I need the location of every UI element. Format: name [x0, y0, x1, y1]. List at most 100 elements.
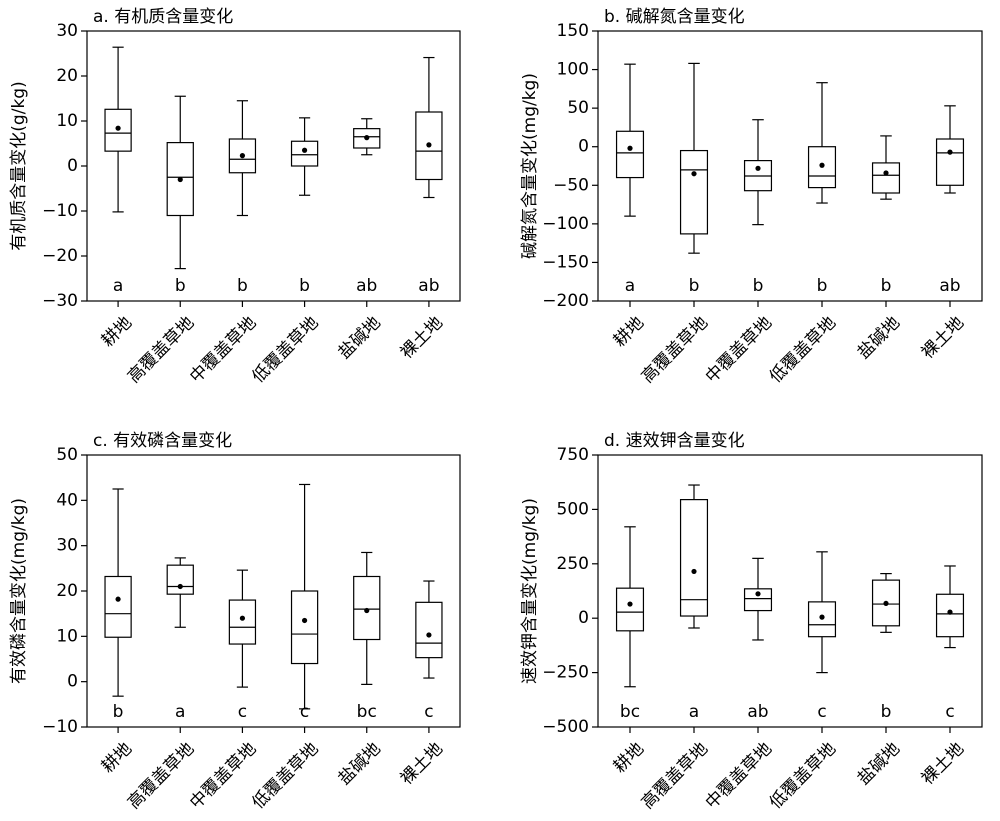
- box-2: b: [743, 119, 773, 296]
- mean-point: [627, 145, 633, 151]
- y-tick-label: −50: [553, 175, 589, 195]
- box-2: c: [228, 569, 257, 722]
- panel-title: c. 有效磷含量变化: [93, 431, 232, 451]
- y-axis-label: 有机质含量变化(g/kg): [9, 81, 29, 250]
- iqr-box: [871, 162, 901, 194]
- y-tick-label: 0: [67, 672, 78, 692]
- y-tick-label: 750: [557, 445, 589, 465]
- x-tick-label: 裸土地: [397, 739, 447, 789]
- y-tick-label: 40: [56, 490, 78, 510]
- box-0: b: [104, 488, 132, 722]
- x-tick-label: 低覆盖草地: [248, 313, 322, 387]
- x-tick-label: 低覆盖草地: [766, 313, 840, 387]
- y-axis-label: 速效钾含量变化(mg/kg): [520, 498, 540, 684]
- mean-point: [883, 170, 889, 176]
- box-2: b: [228, 100, 257, 296]
- iqr-box: [615, 587, 645, 632]
- y-tick-label: 250: [557, 554, 589, 574]
- y-tick-label: 10: [56, 626, 78, 646]
- iqr-box: [935, 593, 965, 638]
- plot-frame: [597, 454, 983, 728]
- box-0: bc: [615, 526, 645, 722]
- plot-frame: [597, 30, 983, 302]
- significance-letter: bc: [620, 702, 640, 722]
- iqr-box: [290, 140, 319, 167]
- y-tick-label: −30: [42, 291, 78, 311]
- x-tick-label: 盐碱地: [854, 739, 904, 789]
- box-3: b: [290, 117, 319, 296]
- panel-title: b. 碱解氮含量变化: [604, 7, 745, 27]
- iqr-box: [166, 564, 194, 595]
- box-0: a: [104, 46, 132, 296]
- mean-point: [364, 135, 370, 141]
- significance-letter: b: [113, 702, 124, 722]
- significance-letter: c: [238, 702, 247, 722]
- mean-point: [115, 125, 121, 131]
- mean-point: [301, 617, 308, 624]
- x-tick-label: 耕地: [98, 313, 136, 351]
- mean-point: [426, 632, 432, 638]
- x-tick-label: 盐碱地: [335, 313, 385, 363]
- y-tick-label: 0: [578, 137, 589, 157]
- y-tick-label: 500: [557, 499, 589, 519]
- x-tick-label: 高覆盖草地: [124, 313, 198, 387]
- y-tick-label: −250: [542, 663, 589, 683]
- y-tick-label: 20: [56, 581, 78, 601]
- box-5: c: [415, 580, 443, 722]
- y-tick-label: 0: [578, 608, 589, 628]
- mean-point: [177, 176, 183, 183]
- significance-letter: c: [817, 702, 826, 722]
- box-4: b: [871, 135, 901, 296]
- mean-point: [691, 568, 697, 575]
- x-tick-label: 高覆盖草地: [124, 739, 198, 813]
- mean-point: [364, 607, 370, 614]
- x-tick-label: 裸土地: [918, 313, 968, 363]
- significance-letter: b: [753, 276, 764, 296]
- iqr-box: [228, 599, 257, 645]
- iqr-box: [743, 588, 773, 612]
- x-tick-label: 裸土地: [918, 739, 968, 789]
- significance-letter: a: [689, 702, 699, 722]
- x-tick-label: 高覆盖草地: [638, 313, 712, 387]
- x-tick-label: 中覆盖草地: [186, 313, 260, 387]
- x-tick-label: 低覆盖草地: [766, 739, 840, 813]
- panel-title: d. 速效钾含量变化: [604, 431, 745, 451]
- mean-point: [115, 596, 121, 602]
- iqr-box: [615, 130, 645, 179]
- box-3: c: [807, 551, 837, 722]
- mean-point: [301, 147, 308, 153]
- x-tick-label: 低覆盖草地: [248, 739, 322, 813]
- mean-point: [691, 171, 697, 177]
- box-0: a: [615, 63, 645, 296]
- mean-point: [177, 583, 183, 590]
- significance-letter: c: [945, 702, 954, 722]
- x-tick-label: 盐碱地: [335, 739, 385, 789]
- y-tick-label: −100: [542, 214, 589, 234]
- mean-point: [755, 165, 761, 171]
- significance-letter: c: [424, 702, 433, 722]
- box-1: a: [679, 484, 709, 722]
- mean-point: [819, 614, 825, 620]
- box-1: b: [166, 95, 194, 296]
- significance-letter: a: [625, 276, 635, 296]
- box-3: c: [290, 483, 319, 722]
- significance-letter: b: [299, 276, 310, 296]
- mean-point: [755, 591, 761, 597]
- y-tick-label: 50: [567, 98, 589, 118]
- y-tick-label: −200: [542, 291, 589, 311]
- box-4: bc: [353, 551, 381, 722]
- y-tick-label: 30: [56, 21, 78, 41]
- mean-point: [947, 609, 953, 615]
- iqr-box: [290, 590, 319, 665]
- box-4: b: [871, 572, 901, 722]
- panel-title: a. 有机质含量变化: [93, 7, 233, 27]
- x-tick-label: 中覆盖草地: [186, 739, 260, 813]
- box-2: ab: [743, 557, 773, 722]
- significance-letter: bc: [357, 702, 377, 722]
- y-axis-label: 有效磷含量变化(mg/kg): [9, 498, 29, 684]
- y-tick-label: −10: [42, 717, 78, 737]
- y-tick-label: 10: [56, 111, 78, 131]
